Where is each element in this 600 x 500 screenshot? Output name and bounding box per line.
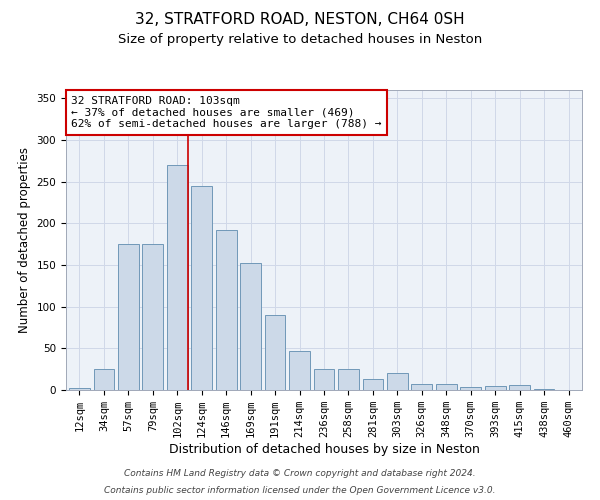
Bar xyxy=(534,389,554,390)
Bar xyxy=(216,230,236,390)
Text: Contains HM Land Registry data © Crown copyright and database right 2024.: Contains HM Land Registry data © Crown c… xyxy=(124,468,476,477)
Y-axis label: Number of detached properties: Number of detached properties xyxy=(18,147,31,333)
Bar xyxy=(436,384,457,390)
Bar xyxy=(412,384,432,390)
Text: Size of property relative to detached houses in Neston: Size of property relative to detached ho… xyxy=(118,32,482,46)
Bar xyxy=(338,369,359,390)
Text: Contains public sector information licensed under the Open Government Licence v3: Contains public sector information licen… xyxy=(104,486,496,495)
X-axis label: Distribution of detached houses by size in Neston: Distribution of detached houses by size … xyxy=(169,443,479,456)
Bar xyxy=(314,369,334,390)
Bar xyxy=(240,264,261,390)
Text: 32, STRATFORD ROAD, NESTON, CH64 0SH: 32, STRATFORD ROAD, NESTON, CH64 0SH xyxy=(135,12,465,28)
Bar xyxy=(69,388,90,390)
Text: 32 STRATFORD ROAD: 103sqm
← 37% of detached houses are smaller (469)
62% of semi: 32 STRATFORD ROAD: 103sqm ← 37% of detac… xyxy=(71,96,382,129)
Bar xyxy=(289,351,310,390)
Bar xyxy=(191,186,212,390)
Bar xyxy=(362,379,383,390)
Bar xyxy=(142,244,163,390)
Bar xyxy=(509,385,530,390)
Bar xyxy=(265,315,286,390)
Bar xyxy=(387,374,408,390)
Bar xyxy=(485,386,506,390)
Bar xyxy=(118,244,139,390)
Bar xyxy=(94,369,114,390)
Bar xyxy=(460,386,481,390)
Bar xyxy=(167,165,188,390)
